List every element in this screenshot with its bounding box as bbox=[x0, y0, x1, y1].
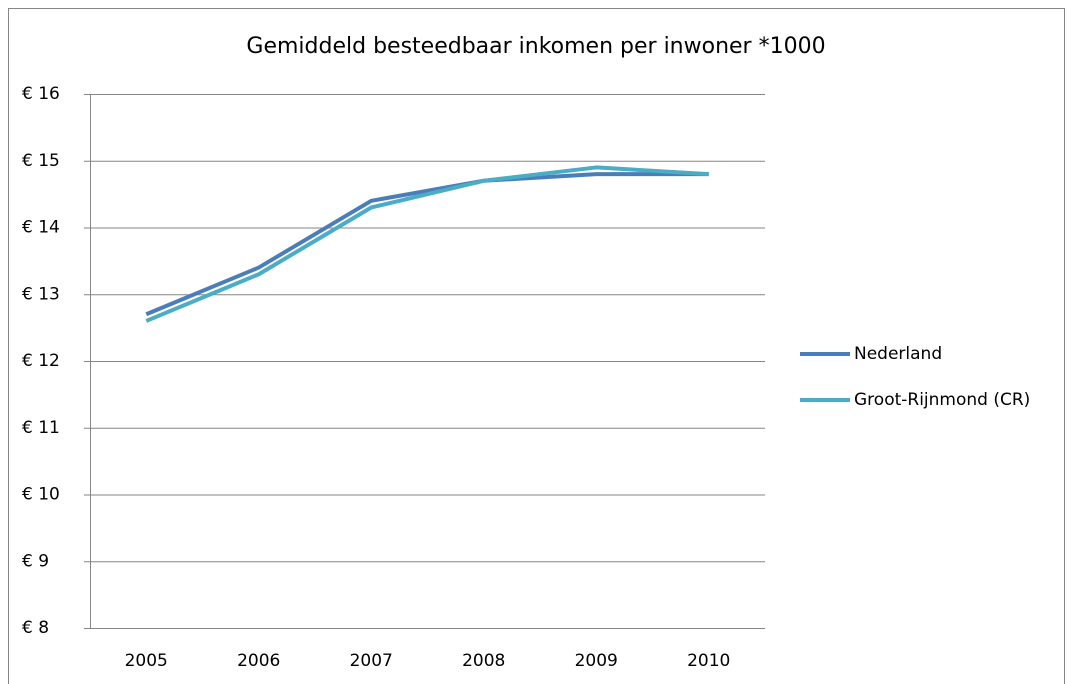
series-line bbox=[145, 165, 709, 323]
y-tick-label: € 12 bbox=[22, 351, 60, 371]
x-tick-label: 2005 bbox=[125, 651, 168, 671]
y-tick-label: € 8 bbox=[22, 618, 49, 638]
legend-label: Groot-Rijnmond (CR) bbox=[854, 390, 1030, 410]
y-tick-label: € 16 bbox=[22, 84, 60, 104]
x-tick-label: 2009 bbox=[575, 651, 618, 671]
series-line bbox=[145, 172, 709, 317]
chart-title: Gemiddeld besteedbaar inkomen per inwone… bbox=[246, 34, 825, 59]
y-tick-label: € 9 bbox=[22, 551, 49, 571]
x-tick-label: 2006 bbox=[237, 651, 280, 671]
y-tick-label: € 11 bbox=[22, 418, 60, 438]
legend-label: Nederland bbox=[854, 344, 942, 364]
chart-frame bbox=[8, 8, 1065, 684]
x-tick-label: 2008 bbox=[462, 651, 505, 671]
x-tick-label: 2007 bbox=[350, 651, 393, 671]
x-tick-label: 2010 bbox=[687, 651, 730, 671]
y-tick-label: € 15 bbox=[22, 151, 60, 171]
y-tick-label: € 14 bbox=[22, 218, 60, 238]
y-tick-label: € 13 bbox=[22, 284, 60, 304]
y-tick-label: € 10 bbox=[22, 485, 60, 505]
